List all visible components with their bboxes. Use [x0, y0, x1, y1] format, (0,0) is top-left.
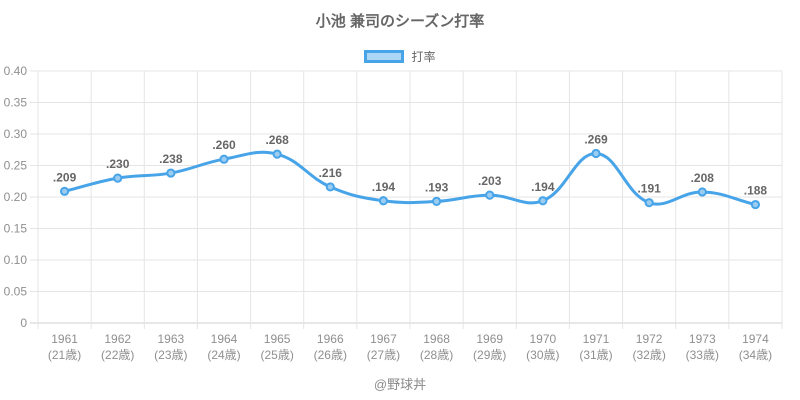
- data-point-label: .203: [478, 174, 502, 188]
- data-point-label: .194: [531, 180, 555, 194]
- data-point[interactable]: [538, 196, 548, 206]
- data-point-label: .188: [744, 184, 768, 198]
- data-point-label: .208: [691, 171, 715, 185]
- x-tick-label-age: (24歳): [207, 348, 240, 362]
- data-point[interactable]: [431, 196, 442, 207]
- data-point[interactable]: [485, 190, 495, 200]
- x-tick-label-age: (29歳): [473, 348, 506, 362]
- x-tick-label-age: (34歳): [739, 348, 772, 362]
- data-point[interactable]: [591, 148, 601, 159]
- x-tick-label-year: 1974: [742, 332, 769, 346]
- data-point[interactable]: [59, 186, 70, 196]
- x-tick-label-year: 1970: [530, 332, 557, 346]
- x-tick-label-age: (22歳): [101, 348, 134, 362]
- data-point[interactable]: [272, 149, 282, 159]
- data-point-label: .268: [265, 133, 289, 147]
- x-tick-label-year: 1962: [104, 332, 131, 346]
- y-tick-label: 0.25: [4, 159, 28, 173]
- data-point-label: .193: [425, 180, 449, 194]
- x-tick-label-age: (25歳): [260, 348, 293, 362]
- x-tick-label-age: (31歳): [579, 348, 612, 362]
- data-point-label: .260: [212, 138, 236, 152]
- y-tick-label: 0.20: [4, 190, 28, 204]
- y-tick-label: 0.30: [4, 127, 28, 141]
- x-tick-label-year: 1969: [476, 332, 503, 346]
- data-point[interactable]: [697, 187, 707, 197]
- x-tick-label-year: 1968: [423, 332, 450, 346]
- x-tick-label-year: 1965: [264, 332, 291, 346]
- x-tick-label-age: (28歳): [420, 348, 453, 362]
- data-point-label: .238: [159, 152, 183, 166]
- data-point[interactable]: [219, 154, 229, 164]
- series-line: [63, 150, 757, 207]
- y-tick-label: 0: [20, 316, 27, 330]
- footer-credit: @野球丼: [373, 377, 427, 392]
- axis-tick-labels: 0 0.05 0.10 0.15 0.20 0.25 0.30 0.35 0.40 1961 (21…: [4, 64, 772, 362]
- data-point[interactable]: [166, 168, 176, 178]
- x-tick-label-year: 1966: [317, 332, 344, 346]
- x-tick-label-age: (27歳): [367, 348, 400, 362]
- data-point-label: .191: [637, 182, 661, 196]
- chart-title: 小池 兼司のシーズン打率: [315, 13, 485, 30]
- x-tick-label-year: 1971: [583, 332, 610, 346]
- x-tick-label-age: (23歳): [154, 348, 187, 362]
- grid-lines: [30, 70, 783, 329]
- data-point[interactable]: [644, 198, 654, 208]
- data-point[interactable]: [113, 173, 123, 183]
- data-point-label: .230: [106, 157, 130, 171]
- data-point[interactable]: [378, 196, 389, 206]
- y-tick-label: 0.40: [4, 64, 28, 78]
- legend-swatch[interactable]: [364, 50, 405, 63]
- data-point[interactable]: [750, 199, 761, 210]
- x-tick-label-year: 1961: [51, 332, 78, 346]
- x-tick-label-age: (33歳): [686, 348, 719, 362]
- data-point-label: .194: [372, 180, 396, 194]
- y-tick-label: 0.15: [4, 222, 28, 236]
- x-tick-label-age: (30歳): [526, 348, 559, 362]
- x-tick-label-age: (21歳): [48, 348, 81, 362]
- data-point-label: .216: [319, 166, 343, 180]
- x-tick-label-age: (26歳): [314, 348, 347, 362]
- x-tick-label-year: 1972: [636, 332, 663, 346]
- y-tick-label: 0.35: [4, 96, 28, 110]
- data-point[interactable]: [325, 182, 335, 192]
- data-point-label: .209: [53, 170, 77, 184]
- y-tick-label: 0.10: [4, 253, 28, 267]
- data-points: .209 .230 .238 .260 .268 .216 .194 .193 .203 .194…: [53, 133, 768, 210]
- y-tick-label: 0.05: [4, 285, 28, 299]
- legend-label[interactable]: 打率: [411, 50, 436, 64]
- x-tick-label-age: (32歳): [632, 348, 665, 362]
- x-tick-label-year: 1964: [211, 332, 238, 346]
- x-tick-label-year: 1963: [158, 332, 185, 346]
- legend[interactable]: 打率: [0, 48, 800, 65]
- data-point-label: .269: [584, 133, 608, 147]
- x-tick-label-year: 1973: [689, 332, 716, 346]
- x-tick-label-year: 1967: [370, 332, 397, 346]
